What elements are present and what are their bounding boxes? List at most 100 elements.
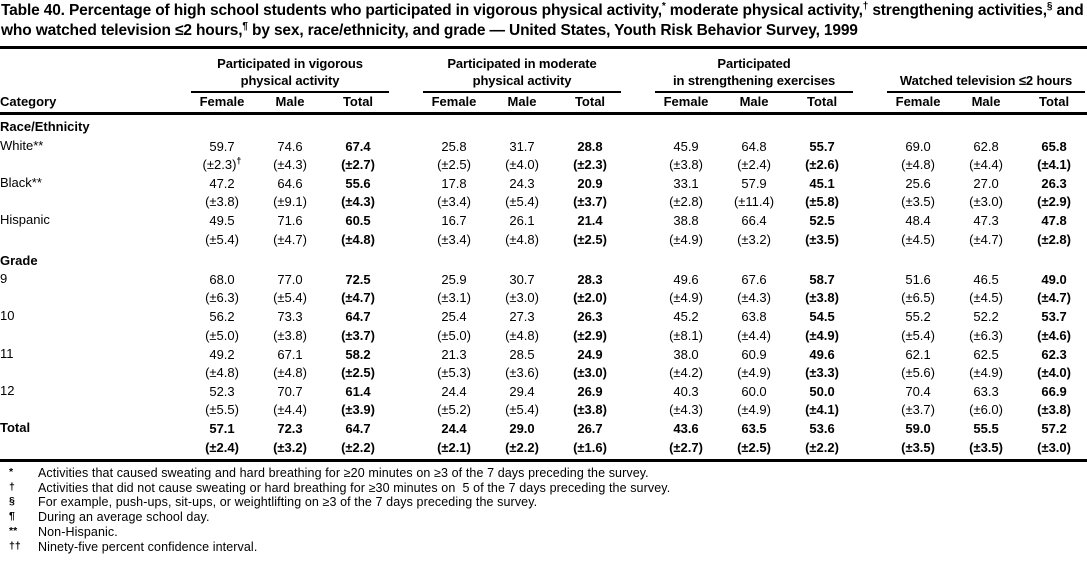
- ci-cell: (±3.7): [341, 327, 375, 343]
- value-cell: 33.1: [673, 176, 699, 191]
- spacer-cell: [624, 193, 652, 211]
- value-cell: 17.8: [441, 176, 467, 191]
- ci-cell: (±3.2): [256, 438, 324, 462]
- ci-cell: (±2.3)†: [202, 155, 242, 172]
- value-cell: 54.5: [809, 309, 835, 325]
- ci-cell: (±5.5): [205, 402, 239, 418]
- category-cell: 9: [0, 270, 8, 286]
- group-spacer: [392, 93, 420, 116]
- ci-cell: (±2.2): [324, 438, 392, 462]
- ci-cell: (±3.2): [737, 231, 771, 247]
- value-cell: 26.3: [1041, 176, 1067, 191]
- footnote-text: Activities that did not cause sweating o…: [38, 480, 671, 495]
- table-row: 9 68.0 77.0 72.5 25.9 30.7 28.3 49.6 67.6 58.7 51.…: [0, 270, 1087, 289]
- ci-cell: (±4.4): [969, 156, 1003, 172]
- spacer-cell: [624, 174, 652, 193]
- spacer-cell: [392, 231, 420, 249]
- spacer-cell: [624, 156, 652, 174]
- ci-cell: (±3.5): [901, 194, 935, 210]
- value-cell: 72.3: [277, 421, 303, 437]
- ci-cell: (±3.8): [805, 290, 839, 306]
- ci-cell: (±2.1): [420, 438, 488, 462]
- ci-cell: (±3.8): [205, 194, 239, 210]
- value-cell: 48.4: [905, 213, 931, 229]
- spacer-cell: [160, 231, 188, 249]
- value-cell: 53.7: [1041, 309, 1067, 325]
- table-row: 11 49.2 67.1 58.2 21.3 28.5 24.9 38.0 60.9 49.6 62…: [0, 345, 1087, 364]
- value-cell: 52.5: [809, 213, 835, 229]
- spacer-cell: [624, 137, 652, 156]
- spacer-cell: [160, 382, 188, 401]
- ci-cell: (±5.4): [205, 231, 239, 247]
- subheader-total: Total: [324, 93, 392, 116]
- table-row: White** 59.7 74.6 67.4 25.8 31.7 28.8 45.9 64.8 5…: [0, 137, 1087, 156]
- footnote-marker: ¶: [9, 510, 15, 523]
- ci-cell: (±2.4): [737, 156, 771, 172]
- value-cell: 29.4: [509, 384, 535, 400]
- ci-cell: (±3.5): [952, 438, 1021, 462]
- category-cell: 10: [0, 308, 15, 324]
- table-title: Table 40. Percentage of high school stud…: [1, 0, 1084, 39]
- spacer-cell: [392, 193, 420, 211]
- spacer-cell: [856, 156, 884, 174]
- value-cell: 45.9: [673, 138, 699, 154]
- ci-cell: (±4.3): [341, 194, 375, 210]
- footnotes: * Activities that caused sweating and har…: [0, 462, 1087, 559]
- value-cell: 55.7: [809, 138, 835, 154]
- spacer-cell: [856, 307, 884, 326]
- footnote-text: Activities that caused sweating and hard…: [38, 465, 649, 480]
- ci-cell: (±2.2): [788, 438, 857, 462]
- spacer-cell: [856, 137, 884, 156]
- table-row-ci: (±2.4) (±3.2) (±2.2) (±2.1) (±2.2) (±1.6) (±2.…: [0, 438, 1087, 462]
- ci-cell: (±4.3): [737, 290, 771, 306]
- group-spacer: [392, 47, 420, 93]
- value-cell: 49.6: [809, 346, 835, 362]
- spacer-cell: [624, 270, 652, 289]
- group-label-vigorous-physical-activity: Participated in vigorous physical activit…: [191, 56, 389, 94]
- ci-cell: (±4.7): [1037, 290, 1071, 306]
- value-cell: 57.2: [1041, 421, 1067, 437]
- value-cell: 28.5: [509, 346, 535, 362]
- spacer-cell: [392, 364, 420, 382]
- value-cell: 60.5: [345, 213, 371, 229]
- ci-cell: (±4.5): [969, 290, 1003, 306]
- spacer-cell: [624, 382, 652, 401]
- footnote-text: For example, push-ups, sit-ups, or weigh…: [38, 495, 538, 510]
- group-label-moderate-physical-activity: Participated in moderate physical activit…: [423, 56, 622, 94]
- value-cell: 61.4: [345, 384, 371, 400]
- yrbs-table-40: Category Participated in vigorous physical…: [0, 45, 1087, 462]
- value-cell: 20.9: [577, 176, 603, 191]
- value-cell: 49.0: [1041, 271, 1067, 287]
- value-cell: 57.9: [741, 176, 767, 191]
- ci-cell: (±4.4): [273, 402, 307, 418]
- ci-cell: (±5.8): [805, 194, 839, 210]
- ci-cell: (±4.8): [273, 364, 307, 380]
- table-row: Black** 47.2 64.6 55.6 17.8 24.3 20.9 33.1 57.9 4…: [0, 174, 1087, 193]
- spacer-cell: [160, 156, 188, 174]
- value-cell: 38.0: [673, 346, 699, 362]
- table-row-ci: (±3.8) (±9.1) (±4.3) (±3.4) (±5.4) (±3.7) (±2.…: [0, 193, 1087, 211]
- spacer-cell: [392, 137, 420, 156]
- ci-cell: (±2.3): [573, 156, 607, 172]
- table-row-ci: (±5.5) (±4.4) (±3.9) (±5.2) (±5.4) (±3.8) (±4.…: [0, 401, 1087, 419]
- section-label: Race/Ethnicity: [0, 119, 90, 135]
- spacer-cell: [160, 174, 188, 193]
- ci-cell: (±5.4): [505, 194, 539, 210]
- ci-cell: (±2.6): [805, 156, 839, 172]
- spacer-cell: [856, 270, 884, 289]
- value-cell: 67.6: [741, 271, 767, 287]
- ci-cell: (±4.9): [669, 290, 703, 306]
- ci-cell: (±3.8): [1037, 402, 1071, 418]
- value-cell: 63.5: [741, 421, 767, 437]
- spacer-cell: [856, 382, 884, 401]
- footnote-marker: *: [9, 465, 14, 478]
- spacer-cell: [624, 307, 652, 326]
- ci-cell: (±1.6): [556, 438, 625, 462]
- value-cell: 69.0: [905, 138, 931, 154]
- ci-cell: (±4.8): [505, 327, 539, 343]
- group-header-watched-television: Watched television ≤2 hours: [884, 47, 1087, 94]
- value-cell: 56.2: [209, 309, 235, 325]
- footnote-text: During an average school day.: [38, 510, 210, 525]
- value-cell: 59.0: [905, 421, 931, 437]
